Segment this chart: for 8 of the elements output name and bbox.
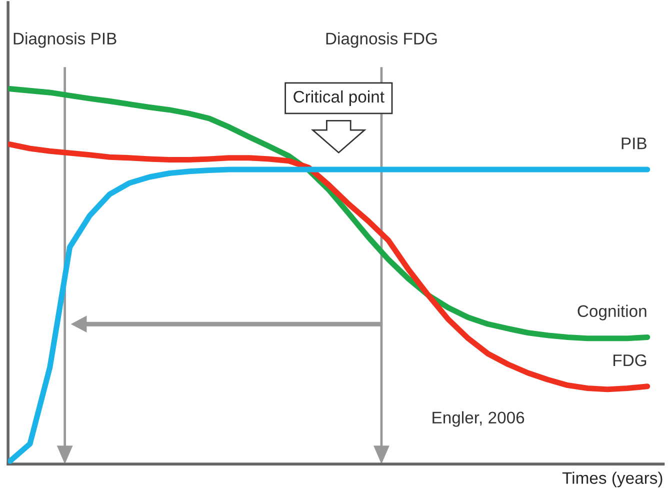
series-label: PIB [622, 138, 646, 150]
annotation: Engler, 2006 [432, 411, 524, 427]
text: Diagnosis PIB [14, 32, 116, 48]
series-label: FDG [614, 354, 646, 366]
text: Diagnosis FDG [326, 32, 437, 48]
annotation: Critical point [294, 90, 384, 106]
series-label: Cognition [578, 304, 646, 320]
x-axis-title: Times (years) [562, 472, 662, 488]
